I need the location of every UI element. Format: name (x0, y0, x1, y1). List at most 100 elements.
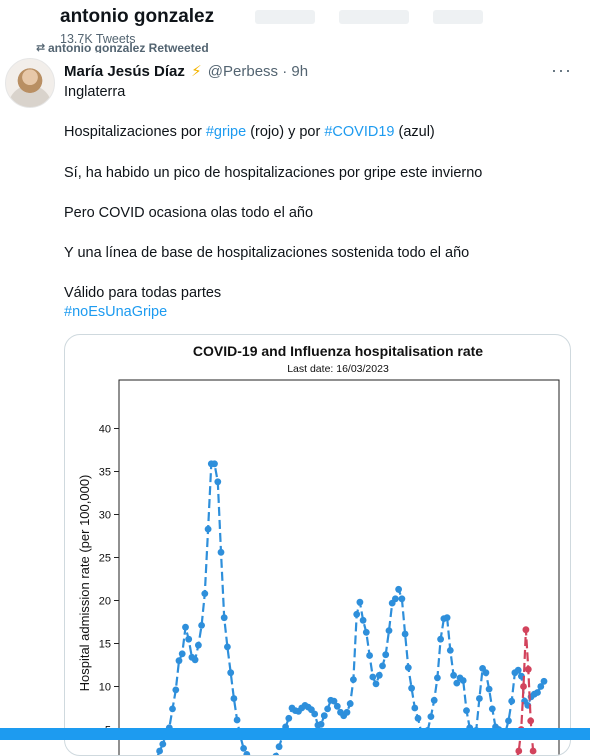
author-handle[interactable]: @Perbess (207, 63, 279, 80)
flu-series-point (520, 683, 527, 690)
covid-series-point (505, 717, 512, 725)
y-tick-label: 30 (99, 510, 111, 522)
covid-series-point (540, 677, 548, 685)
covid-series-point (537, 683, 545, 690)
covid-series-point (230, 695, 238, 702)
covid-series-point (369, 673, 377, 681)
avatar[interactable] (5, 58, 55, 108)
covid-series-point (450, 671, 457, 679)
flu-series-point (522, 626, 530, 634)
tweet-text-line: Sí, ha habido un pico de hospitalizacion… (64, 165, 483, 181)
covid-series-point (233, 716, 241, 724)
covid-series-point (443, 614, 451, 622)
covid-series-point (211, 460, 218, 468)
tweet-image-card[interactable]: COVID-19 and Influenza hospitalisation r… (64, 334, 571, 756)
covid-series-point (437, 635, 444, 643)
tweet-text-line: Hospitalizaciones por #gripe (rojo) y po… (64, 124, 435, 140)
y-tick-label: 15 (99, 639, 111, 651)
flu-series-point (529, 747, 537, 755)
covid-series-point (482, 669, 490, 677)
covid-series-point (362, 628, 370, 636)
hashtag-covid19[interactable]: #COVID19 (324, 124, 395, 140)
covid-series-point (414, 714, 422, 722)
covid-series-point (330, 697, 338, 705)
covid-series-point (411, 704, 419, 712)
text-segment: (azul) (394, 124, 435, 140)
covid-series-point (372, 680, 380, 688)
covid-series-point (408, 684, 415, 692)
y-tick-label: 40 (99, 424, 111, 436)
covid-series-point (320, 712, 328, 720)
tweet-author-line: María Jesús Díaz ⚡ @Perbess · 9h (64, 62, 308, 80)
covid-series-point (217, 548, 225, 556)
covid-series-point (446, 647, 454, 654)
text-segment: (rojo) y por (246, 124, 325, 140)
covid-series-point (191, 656, 199, 664)
y-tick-label: 20 (99, 596, 111, 608)
covid-series-point (156, 747, 163, 755)
covid-series-point (476, 695, 483, 702)
covid-series-point (169, 705, 176, 713)
flu-series-point (515, 747, 523, 755)
hospitalisation-chart: COVID-19 and Influenza hospitalisation r… (77, 343, 560, 755)
separator-dot: · (282, 63, 288, 80)
retweet-label: antonio gonzalez Retweeted (48, 41, 209, 53)
chart-title: COVID-19 and Influenza hospitalisation r… (193, 343, 483, 359)
covid-series-point (401, 630, 409, 638)
covid-series-point (398, 595, 406, 603)
y-tick-label: 25 (99, 553, 111, 565)
covid-series-point (333, 702, 341, 710)
bottom-bar (0, 728, 590, 740)
covid-series-point (324, 705, 331, 713)
covid-series-point (311, 710, 319, 718)
more-options-icon[interactable]: ··· (551, 60, 572, 80)
covid-series-point (395, 585, 402, 593)
covid-series-point (195, 641, 202, 649)
covid-series-point (359, 616, 367, 624)
profile-name-title: antonio gonzalez (60, 6, 215, 27)
covid-series-point (204, 525, 212, 533)
flu-series-point (527, 717, 535, 725)
covid-series-point (185, 635, 193, 643)
author-name[interactable]: María Jesús Díaz (64, 63, 185, 80)
tweet-text-line: Inglaterra (64, 84, 126, 100)
profile-header: antonio gonzalez 13.7K Tweets (0, 0, 590, 48)
covid-series-point (343, 708, 351, 716)
y-axis-label: Hospital admission rate (per 100,000) (77, 475, 92, 692)
covid-series-point (379, 662, 386, 670)
y-tick-label: 10 (99, 682, 111, 694)
covid-series-point (227, 669, 235, 677)
covid-series-point (488, 705, 496, 713)
covid-series-point (430, 696, 438, 704)
hashtag-noesunagripe[interactable]: #noEsUnaGripe (64, 304, 168, 320)
tweet-time[interactable]: 9h (291, 63, 309, 80)
covid-series-point (220, 614, 228, 622)
covid-series-point (275, 743, 283, 751)
plot-frame (118, 379, 560, 755)
covid-series-point (317, 720, 325, 728)
covid-series-point (224, 643, 231, 651)
covid-series-point (514, 666, 522, 674)
covid-series-point (392, 595, 399, 603)
covid-series-point (175, 657, 183, 665)
flu-series-point (524, 665, 532, 673)
covid-series-point (427, 713, 435, 720)
covid-series-point (198, 622, 206, 629)
covid-series-point (159, 740, 167, 748)
retweet-context[interactable]: ⇄ antonio gonzalez Retweeted (36, 41, 209, 53)
tweet-count: 13.7K Tweets (60, 32, 136, 46)
tweet-text-line: Válido para todas partes (64, 285, 222, 301)
covid-series-point (172, 686, 180, 694)
covid-series-point (240, 745, 248, 752)
covid-series-point (285, 714, 293, 722)
tweet-text-line: Pero COVID ocasiona olas todo el año (64, 205, 314, 221)
covid-series-point (346, 700, 354, 708)
covid-series-point (350, 676, 357, 683)
covid-series-point (459, 677, 467, 684)
covid-series-point (201, 590, 209, 597)
covid-series-point (453, 679, 461, 687)
covid-series-point (214, 478, 222, 486)
hashtag-gripe[interactable]: #gripe (205, 124, 247, 140)
lightning-icon: ⚡ (191, 63, 202, 80)
covid-series-point (375, 671, 383, 679)
